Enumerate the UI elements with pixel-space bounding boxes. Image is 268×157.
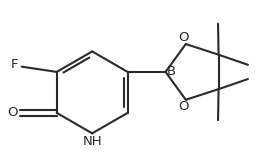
Text: O: O <box>178 100 189 113</box>
Text: O: O <box>8 106 18 119</box>
Text: O: O <box>178 31 189 44</box>
Text: NH: NH <box>82 135 102 149</box>
Text: B: B <box>167 65 176 78</box>
Text: F: F <box>11 58 18 71</box>
